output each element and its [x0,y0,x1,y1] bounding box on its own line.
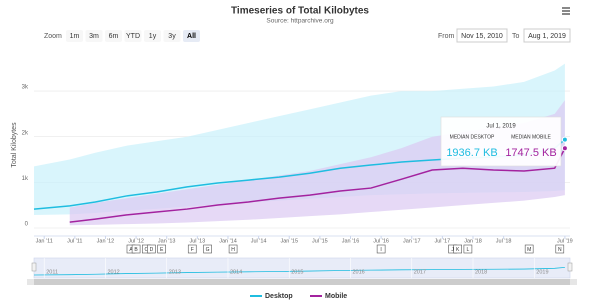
flag-label[interactable]: M [527,247,531,253]
range-button-label[interactable]: YTD [126,33,140,40]
flag-label[interactable]: A [129,247,133,253]
flag-label[interactable]: G [206,247,210,253]
range-button-label[interactable]: All [187,33,196,40]
flag-label[interactable]: L [467,247,470,253]
flag[interactable] [203,244,212,254]
tooltip-box [440,116,562,167]
x-tick-label: Jan '13 [158,238,176,244]
range-button[interactable] [85,30,103,42]
y-tick-label: 0 [25,222,29,228]
flag[interactable] [453,244,462,254]
range-button-label[interactable]: 1m [70,33,80,40]
range-button-label[interactable]: 3m [89,33,99,40]
x-tick-label: Jan '18 [464,238,482,244]
x-tick-label: Jul '18 [496,238,512,244]
flag[interactable] [147,244,156,254]
y-axis-label: Total Kilobytes [11,122,18,168]
range-button[interactable] [144,30,161,42]
x-tick-label: Jul '15 [312,238,328,244]
tooltip-value: 1936.7 KB [446,147,497,159]
flag-label[interactable]: C [144,247,148,253]
x-tick-label: Jan '15 [280,238,298,244]
range-button[interactable] [105,30,122,42]
navigator-tick-label: 2011 [46,269,58,275]
to-value[interactable]: Aug 1, 2019 [528,33,566,40]
navigator-tick-label: 2014 [230,269,242,275]
from-input[interactable] [456,28,508,43]
legend-label[interactable]: Desktop [265,293,293,300]
range-button-label[interactable]: 1y [149,33,157,40]
flag-label[interactable]: J [451,247,454,253]
flag[interactable] [157,244,166,254]
navigator-tick-label: 2017 [414,269,426,275]
x-tick-label: Jan '14 [219,238,237,244]
flag[interactable] [463,244,473,254]
navigator-tick-label: 2012 [107,269,119,275]
tooltip-date: Jul 1, 2019 [486,124,516,130]
x-tick-label: Jul '16 [373,238,389,244]
x-tick-label: Jan '12 [97,238,115,244]
series-line [69,147,566,223]
from-value[interactable]: Nov 15, 2010 [461,33,503,40]
flag[interactable] [131,244,141,254]
flag[interactable] [555,244,565,254]
x-tick-label: Jul '13 [189,238,205,244]
hover-point [561,136,568,143]
navigator-tick-label: 2018 [475,269,487,275]
navigator-handle-left[interactable] [31,262,37,272]
scrollbar[interactable] [34,279,570,285]
tooltip-value: 1747.5 KB [505,147,556,159]
scrollbar-right[interactable] [570,279,577,285]
navigator-tick-label: 2016 [352,269,364,275]
y-tick-label: 2k [22,130,29,136]
scrollbar-left[interactable] [27,279,34,285]
flag[interactable] [187,244,197,254]
flag-label[interactable]: I [380,247,381,253]
x-tick-label: Jul '12 [128,238,144,244]
tooltip-label: MEDIAN DESKTOP [450,134,495,140]
range-band [69,100,565,226]
to-label: To [512,33,520,40]
range-button[interactable] [183,30,200,42]
from-label: From [438,33,455,40]
tooltip-label: MEDIAN MOBILE [511,134,551,140]
chart-subtitle: Source: httparchive.org [266,18,334,25]
x-tick-label: Jul '17 [435,238,451,244]
x-tick-label: Jan '11 [36,238,53,244]
x-tick-label: Jan '17 [403,238,421,244]
x-tick-label: Jul '19 [557,238,573,244]
flag-label[interactable]: F [191,247,194,253]
range-button[interactable] [66,30,83,42]
x-tick-label: Jul '14 [251,238,267,244]
chart-title: Timeseries of Total Kilobytes [231,6,369,17]
y-tick-label: 1k [22,176,29,182]
flag[interactable] [524,244,534,254]
range-button-label[interactable]: 3y [168,33,176,40]
navigator-handle-right[interactable] [567,262,573,272]
menu-icon[interactable] [561,6,571,16]
flag-label[interactable]: H [231,247,235,253]
navigator-tick-label: 2013 [169,269,181,275]
to-input[interactable] [523,28,571,43]
flag[interactable] [376,244,386,254]
navigator-tick-label: 2019 [536,269,548,275]
flag-label[interactable]: N [558,247,562,253]
flag-label[interactable]: B [134,247,138,253]
hover-point [561,145,568,152]
flag-label[interactable]: E [160,247,164,253]
flag-label[interactable]: D [150,247,154,253]
legend-label[interactable]: Mobile [325,293,347,300]
flag[interactable] [228,244,238,254]
range-button-label[interactable]: 6m [109,33,119,40]
range-button[interactable] [163,30,181,42]
navigator-tick-label: 2015 [291,269,303,275]
y-tick-label: 3k [22,85,29,91]
zoom-label: Zoom [44,33,62,40]
x-tick-label: Jan '16 [342,238,360,244]
range-button[interactable] [124,30,142,42]
navigator-line [33,266,565,276]
x-tick-label: Jul '11 [67,238,82,244]
flag-label[interactable]: K [456,247,460,253]
